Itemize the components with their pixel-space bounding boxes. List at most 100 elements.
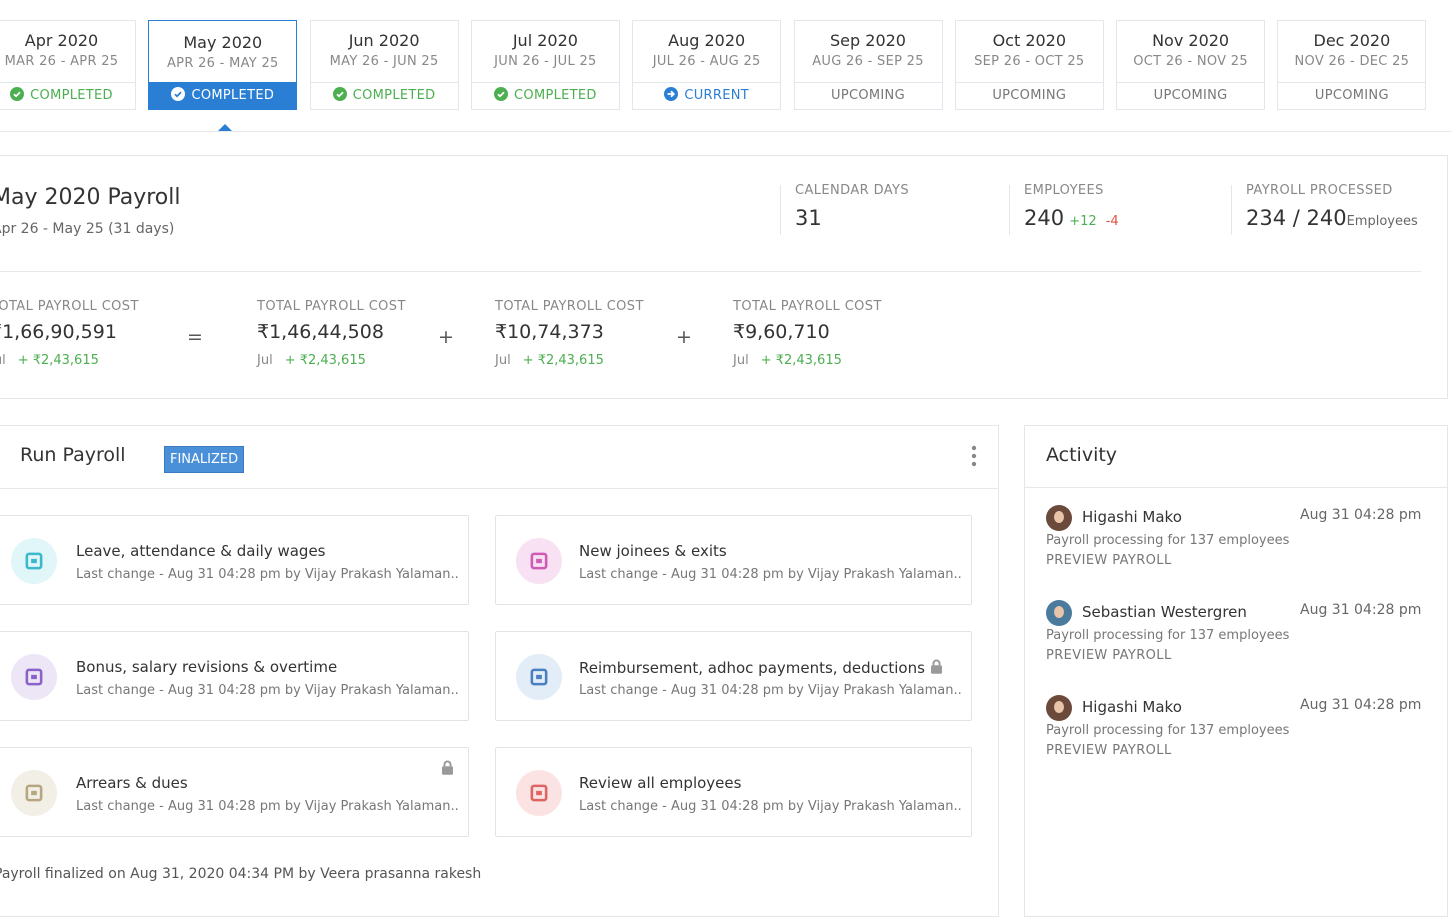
item-icon bbox=[516, 538, 562, 584]
status-text: COMPLETED bbox=[352, 88, 436, 103]
avatar bbox=[1046, 505, 1072, 531]
month-status: CURRENT bbox=[633, 82, 781, 109]
stat-group: 240 +12 -4 bbox=[1024, 206, 1119, 230]
month-tab[interactable]: Dec 2020 NOV 26 - DEC 25 UPCOMING bbox=[1277, 20, 1427, 110]
stat-value: 240 bbox=[1024, 206, 1065, 230]
month-status: COMPLETED bbox=[310, 82, 458, 109]
activity-name: Sebastian Westergren bbox=[1082, 603, 1247, 621]
item-detail: Last change - Aug 31 04:28 pm by Vijay P… bbox=[76, 567, 459, 582]
month-name: Jun 2020 bbox=[348, 31, 420, 50]
month-tab[interactable]: Oct 2020 SEP 26 - OCT 25 UPCOMING bbox=[954, 20, 1104, 110]
month-tab[interactable]: Nov 2020 OCT 26 - NOV 25 UPCOMING bbox=[1116, 20, 1266, 110]
month-range: MAR 26 - APR 25 bbox=[4, 54, 119, 69]
item-title: New joinees & exits bbox=[579, 542, 727, 560]
activity-time: Aug 31 04:28 pm bbox=[1300, 602, 1422, 618]
cost-amount: ₹9,60,710 bbox=[733, 321, 830, 343]
cost-month: Jul bbox=[495, 353, 511, 368]
cost-amount: ₹1,66,90,591 bbox=[0, 321, 117, 343]
status-text: UPCOMING bbox=[831, 88, 905, 103]
activity-name: Higashi Mako bbox=[1082, 698, 1182, 716]
activity-desc: Payroll processing for 137 employees bbox=[1046, 628, 1290, 643]
cost-label: TOTAL PAYROLL COST bbox=[257, 299, 406, 314]
icon-glyph bbox=[25, 784, 43, 802]
cost-label: TOTAL PAYROLL COST bbox=[733, 299, 882, 314]
month-tab[interactable]: May 2020 APR 26 - MAY 25 COMPLETED bbox=[148, 20, 298, 110]
item-title: Review all employees bbox=[579, 774, 742, 792]
selected-pointer bbox=[218, 124, 232, 131]
cost-month: Jul bbox=[257, 353, 273, 368]
status-text: CURRENT bbox=[684, 88, 749, 103]
month-tab[interactable]: Sep 2020 AUG 26 - SEP 25 UPCOMING bbox=[793, 20, 943, 110]
item-title: Reimbursement, adhoc payments, deduction… bbox=[579, 658, 945, 677]
summary-title: May 2020 Payroll bbox=[0, 185, 181, 210]
month-status: UPCOMING bbox=[955, 82, 1103, 109]
activity-desc: Payroll processing for 137 employees bbox=[1046, 533, 1290, 548]
stat-label: PAYROLL PROCESSED bbox=[1246, 183, 1393, 198]
activity-name: Higashi Mako bbox=[1082, 508, 1182, 526]
month-name: Nov 2020 bbox=[1152, 31, 1230, 50]
month-tab[interactable]: Jun 2020 MAY 26 - JUN 25 COMPLETED bbox=[309, 20, 459, 110]
icon-glyph bbox=[25, 552, 43, 570]
lock-icon bbox=[442, 760, 453, 775]
item-detail: Last change - Aug 31 04:28 pm by Vijay P… bbox=[76, 799, 459, 814]
month-name: Oct 2020 bbox=[992, 31, 1067, 50]
activity-time: Aug 31 04:28 pm bbox=[1300, 697, 1422, 713]
stat-value: 31 bbox=[795, 206, 822, 230]
cost-amount: ₹10,74,373 bbox=[495, 321, 604, 343]
month-status: COMPLETED bbox=[471, 82, 619, 109]
footer: Payroll finalized on Aug 31, 2020 04:34 … bbox=[0, 866, 482, 882]
cost-change: + ₹2,43,615 bbox=[17, 353, 99, 368]
month-status: UPCOMING bbox=[1278, 82, 1426, 109]
month-tab[interactable]: Jul 2020 JUN 26 - JUL 25 COMPLETED bbox=[470, 20, 620, 110]
added: +12 bbox=[1069, 214, 1097, 229]
cost-label: TOTAL PAYROLL COST bbox=[0, 299, 139, 314]
month-status: UPCOMING bbox=[794, 82, 942, 109]
cost-label: TOTAL PAYROLL COST bbox=[495, 299, 644, 314]
month-range: JUL 26 - AUG 25 bbox=[652, 54, 761, 69]
payroll-item[interactable]: Bonus, salary revisions & overtime Last c… bbox=[0, 631, 469, 721]
stat-label: CALENDAR DAYS bbox=[795, 183, 910, 198]
payroll-item[interactable]: Leave, attendance & daily wages Last chan… bbox=[0, 515, 469, 605]
cost-change: + ₹2,43,615 bbox=[760, 353, 842, 368]
activity-card bbox=[1024, 425, 1448, 917]
item-detail: Last change - Aug 31 04:28 pm by Vijay P… bbox=[579, 683, 962, 698]
month-status: COMPLETED bbox=[0, 82, 135, 109]
more-menu[interactable] bbox=[968, 444, 980, 470]
payroll-item[interactable]: Reimbursement, adhoc payments, deduction… bbox=[495, 631, 972, 721]
payroll-item[interactable]: Arrears & dues Last change - Aug 31 04:28… bbox=[0, 747, 469, 837]
cost-month: Jul bbox=[0, 353, 6, 368]
month-tab[interactable]: Aug 2020 JUL 26 - AUG 25 CURRENT bbox=[632, 20, 782, 110]
payroll-item[interactable]: Review all employees Last change - Aug 31… bbox=[495, 747, 972, 837]
status-text: COMPLETED bbox=[514, 88, 597, 103]
badge: FINALIZED bbox=[164, 446, 245, 473]
activity-action[interactable]: PREVIEW PAYROLL bbox=[1046, 553, 1172, 568]
month-range: NOV 26 - DEC 25 bbox=[1294, 54, 1410, 69]
item-title: Arrears & dues bbox=[76, 774, 188, 792]
cost-month: Jul bbox=[733, 353, 749, 368]
operator: + bbox=[676, 326, 692, 348]
month-range: JUN 26 - JUL 25 bbox=[494, 54, 597, 69]
icon-glyph bbox=[530, 668, 548, 686]
cost-change: + ₹2,43,615 bbox=[284, 353, 366, 368]
month-range: SEP 26 - OCT 25 bbox=[974, 54, 1085, 69]
item-icon bbox=[11, 770, 57, 816]
run-payroll-title: Run Payroll bbox=[20, 444, 126, 466]
month-range: OCT 26 - NOV 25 bbox=[1133, 54, 1248, 69]
month-name: May 2020 bbox=[183, 33, 263, 52]
divider bbox=[0, 131, 1452, 132]
activity-action[interactable]: PREVIEW PAYROLL bbox=[1046, 648, 1172, 663]
month-range: MAY 26 - JUN 25 bbox=[329, 54, 439, 69]
cost-change-row: Jul + ₹2,43,615 bbox=[257, 353, 366, 368]
payroll-item[interactable]: New joinees & exits Last change - Aug 31 … bbox=[495, 515, 972, 605]
status-text: UPCOMING bbox=[1153, 88, 1228, 103]
month-tab[interactable]: Apr 2020 MAR 26 - APR 25 COMPLETED bbox=[0, 20, 136, 110]
cost-change-row: Jul + ₹2,43,615 bbox=[495, 353, 604, 368]
month-name: Apr 2020 bbox=[24, 31, 99, 50]
check-icon bbox=[494, 87, 509, 101]
status-text: UPCOMING bbox=[1314, 88, 1389, 103]
activity-time: Aug 31 04:28 pm bbox=[1300, 507, 1422, 523]
activity-action[interactable]: PREVIEW PAYROLL bbox=[1046, 743, 1172, 758]
item-detail: Last change - Aug 31 04:28 pm by Vijay P… bbox=[579, 567, 962, 582]
item-icon bbox=[516, 654, 562, 700]
